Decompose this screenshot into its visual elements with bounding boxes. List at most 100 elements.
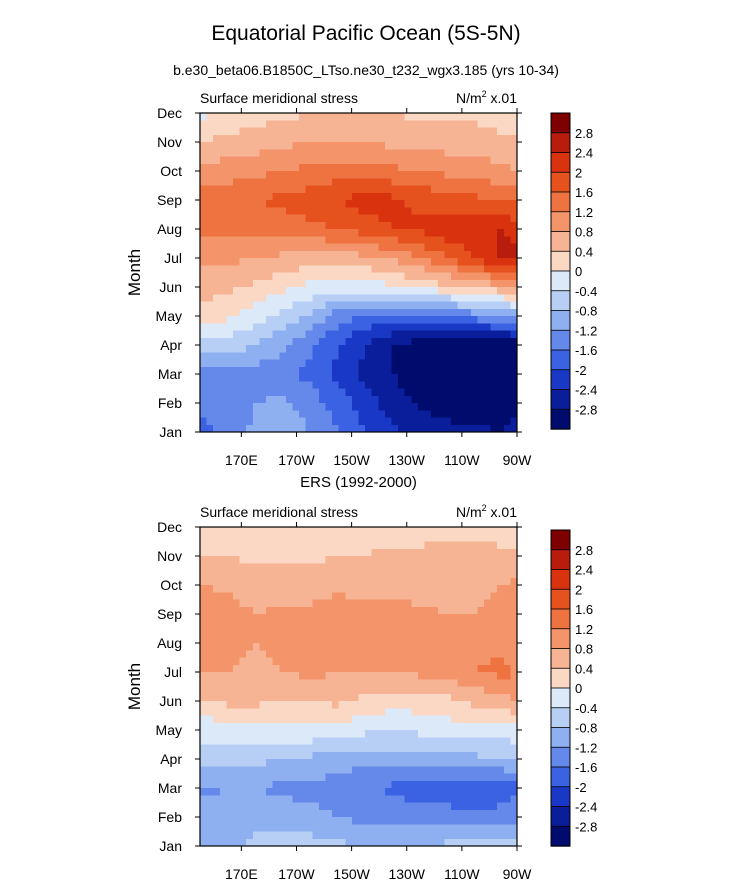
contour-cell	[312, 701, 320, 709]
contour-cell	[483, 134, 492, 143]
contour-cell	[391, 592, 399, 601]
contour-cell	[312, 403, 320, 411]
contour-cell	[312, 134, 320, 143]
contour-cell	[503, 221, 511, 230]
contour-cell	[510, 366, 518, 375]
contour-cell	[279, 178, 287, 187]
contour-cell	[272, 599, 280, 608]
contour-cell	[371, 127, 379, 136]
contour-cell	[503, 395, 511, 404]
contour-cell	[503, 744, 511, 753]
contour-cell	[272, 606, 280, 615]
contour-cell	[312, 664, 320, 673]
contour-cell	[503, 592, 511, 601]
contour-cell	[246, 424, 254, 433]
contour-cell	[252, 831, 261, 840]
contour-cell	[411, 766, 419, 775]
contour-cell	[411, 192, 419, 201]
contour-cell	[292, 795, 300, 804]
contour-cell	[470, 308, 478, 317]
contour-cell	[200, 127, 208, 136]
contour-cell	[398, 185, 406, 194]
contour-cell	[312, 744, 320, 753]
contour-cell	[464, 722, 472, 731]
contour-cell	[378, 664, 386, 673]
contour-cell	[464, 301, 472, 310]
contour-cell	[470, 780, 478, 789]
contour-cell	[266, 395, 274, 404]
contour-cell	[299, 730, 307, 738]
contour-cell	[252, 417, 261, 426]
colorbar-swatch	[550, 746, 571, 768]
contour-cell	[437, 113, 445, 121]
contour-cell	[299, 556, 307, 564]
contour-cell	[259, 577, 267, 586]
colorbar-label: -2	[575, 780, 587, 795]
contour-cell	[437, 708, 445, 717]
contour-cell	[358, 802, 366, 811]
contour-cell	[219, 243, 228, 252]
contour-cell	[200, 279, 208, 288]
contour-cell	[483, 229, 492, 237]
y-tick-label: Dec	[157, 519, 182, 535]
contour-cell	[358, 127, 366, 136]
contour-cell	[384, 824, 393, 833]
contour-cell	[226, 838, 234, 847]
contour-cell	[312, 323, 320, 332]
contour-cell	[371, 352, 379, 361]
contour-cell	[305, 708, 313, 717]
contour-cell	[272, 838, 280, 847]
contour-cell	[246, 585, 254, 593]
contour-cell	[305, 693, 313, 702]
contour-cell	[285, 650, 294, 659]
contour-cell	[464, 287, 472, 295]
contour-cell	[338, 570, 346, 579]
contour-cell	[503, 265, 511, 274]
contour-cell	[503, 650, 511, 659]
contour-cell	[477, 308, 485, 317]
contour-cell	[477, 838, 485, 847]
contour-cell	[305, 737, 313, 746]
contour-cell	[450, 722, 459, 731]
contour-cell	[417, 570, 426, 579]
contour-cell	[246, 265, 254, 274]
contour-cell	[483, 294, 492, 303]
contour-cell	[398, 272, 406, 281]
contour-cell	[477, 780, 485, 789]
contour-cell	[470, 352, 478, 361]
contour-cell	[398, 730, 406, 738]
contour-cell	[219, 556, 228, 564]
contour-cell	[437, 541, 445, 550]
contour-cell	[312, 250, 320, 259]
contour-cell	[384, 722, 393, 731]
contour-cell	[305, 722, 313, 731]
contour-cell	[431, 279, 439, 288]
contour-cell	[384, 279, 393, 288]
contour-cell	[299, 127, 307, 136]
contour-cell	[351, 657, 360, 666]
contour-cell	[431, 294, 439, 303]
contour-cell	[312, 556, 320, 564]
contour-cell	[424, 236, 432, 245]
contour-cell	[437, 229, 445, 237]
contour-cell	[279, 156, 287, 165]
contour-cell	[213, 817, 221, 825]
contour-cell	[384, 250, 393, 259]
contour-cell	[332, 424, 340, 433]
contour-cell	[292, 686, 300, 695]
contour-cell	[358, 374, 366, 382]
contour-cell	[384, 751, 393, 760]
contour-cell	[272, 657, 280, 666]
contour-cell	[431, 708, 439, 717]
contour-cell	[464, 316, 472, 324]
contour-cell	[325, 272, 333, 281]
contour-cell	[404, 330, 412, 339]
contour-cell	[391, 345, 399, 353]
contour-cell	[431, 838, 439, 847]
colorbar-label: 0.8	[575, 642, 593, 657]
contour-cell	[457, 643, 465, 651]
contour-cell	[305, 352, 313, 361]
contour-cell	[417, 534, 426, 543]
contour-cell	[239, 366, 247, 375]
colorbar-swatch	[550, 687, 571, 709]
